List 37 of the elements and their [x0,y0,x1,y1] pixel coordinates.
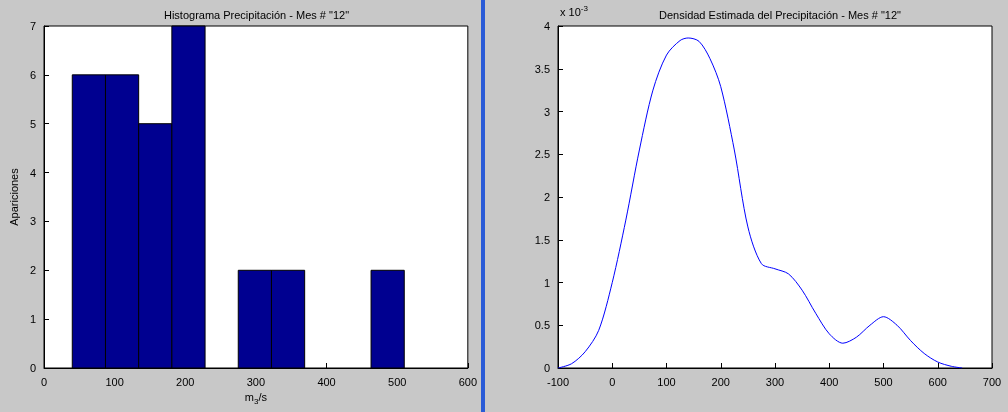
y-tick-label: 0 [29,362,37,374]
x-tick-label: 300 [765,375,785,388]
y-tick-label: 1 [543,276,550,289]
x-tick-label: 300 [246,375,266,388]
chart-title: Histograma Precipitación - Mes # "12" [163,8,350,21]
x-tick-label: 200 [711,375,730,388]
x-tick-label: 600 [928,375,947,388]
y-tick-label: 1 [29,313,37,326]
y-tick-label: 0 [543,362,550,374]
y-tick-label: 6 [29,68,37,81]
y-tick-label: 7 [29,20,37,32]
y-axis-title: Apariciones [7,167,20,226]
y-tick-label: 0.5 [534,319,550,332]
y-tick-label: 4 [543,20,550,32]
x-tick-label: 0 [609,375,616,388]
x-tick-label: 500 [388,375,407,388]
y-tick-label: 5 [29,117,37,130]
y-tick-label: 3.5 [534,62,550,75]
x-tick-label: 200 [176,375,195,388]
x-tick-label: 700 [982,375,1002,388]
y-tick-label: 2.5 [534,148,550,161]
x-tick-label: 400 [317,375,336,388]
chart-title: Densidad Estimada del Precipitación - Mes # "12" [659,8,902,21]
x-tick-label: 100 [657,375,676,388]
y-tick-label: 4 [29,166,37,179]
line-series [557,37,963,369]
y-tick-label: 3 [543,105,550,118]
y-tick-label: 2 [29,264,37,277]
x-tick-label: -100 [546,375,570,388]
x-tick-label: 500 [874,375,893,388]
y-tick-label: 3 [29,215,37,228]
x-tick-label: 400 [820,375,839,388]
y-tick-label: 2 [543,191,550,203]
x-tick-label: 100 [105,375,124,388]
x-tick-label: 600 [458,375,477,388]
x-tick-label: 0 [40,375,48,388]
y-tick-label: 1.5 [534,233,550,246]
